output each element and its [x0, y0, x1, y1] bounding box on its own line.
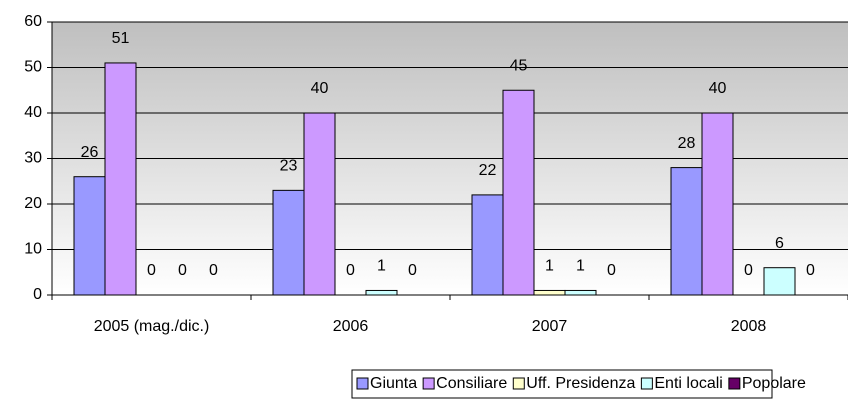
value-label: 6: [775, 235, 784, 252]
value-label: 1: [545, 258, 554, 275]
value-label: 40: [709, 80, 727, 97]
value-label: 0: [178, 262, 187, 279]
legend-swatch: [356, 377, 369, 390]
legend-label: Uff. Presidenza: [526, 375, 635, 392]
value-label: 0: [209, 262, 218, 279]
y-tick-label: 20: [24, 195, 42, 212]
value-label: 0: [346, 262, 355, 279]
bar: [104, 62, 137, 296]
y-tick-label: 10: [24, 241, 42, 258]
value-label: 1: [576, 258, 585, 275]
value-label: 0: [806, 262, 815, 279]
value-label: 28: [678, 135, 696, 152]
x-tick-label: 2005 (mag./dic.): [94, 318, 210, 335]
y-tick-label: 0: [33, 286, 42, 303]
value-label: 26: [81, 144, 99, 161]
x-tick-label: 2007: [532, 318, 568, 335]
bar: [471, 194, 504, 296]
legend: [351, 369, 773, 399]
value-label: 0: [408, 262, 417, 279]
value-label: 40: [311, 80, 329, 97]
value-label: 23: [280, 158, 298, 175]
y-tick-label: 40: [24, 104, 42, 121]
y-tick-label: 30: [24, 150, 42, 167]
bar: [73, 176, 106, 296]
legend-label: Popolare: [742, 375, 806, 392]
bar: [365, 289, 398, 296]
bar: [533, 289, 566, 296]
legend-label: Giunta: [370, 375, 417, 392]
value-label: 45: [510, 57, 528, 74]
bar: [564, 289, 597, 296]
bar: [763, 267, 796, 296]
value-label: 1: [377, 258, 386, 275]
x-tick-label: 2006: [333, 318, 369, 335]
x-tick-label: 2008: [731, 318, 767, 335]
value-label: 0: [744, 262, 753, 279]
y-tick-label: 60: [24, 13, 42, 30]
legend-swatch: [422, 377, 435, 390]
value-label: 22: [479, 162, 497, 179]
legend-label: Consiliare: [436, 375, 507, 392]
value-label: 0: [607, 262, 616, 279]
value-label: 51: [112, 30, 130, 47]
value-label: 0: [147, 262, 156, 279]
bar: [701, 112, 734, 296]
legend-swatch: [512, 377, 525, 390]
legend-swatch: [640, 377, 653, 390]
bar: [272, 189, 305, 296]
bar: [670, 167, 703, 296]
bar: [502, 89, 535, 296]
bar: [303, 112, 336, 296]
y-tick-label: 50: [24, 59, 42, 76]
legend-label: Enti locali: [654, 375, 722, 392]
legend-swatch: [728, 377, 741, 390]
